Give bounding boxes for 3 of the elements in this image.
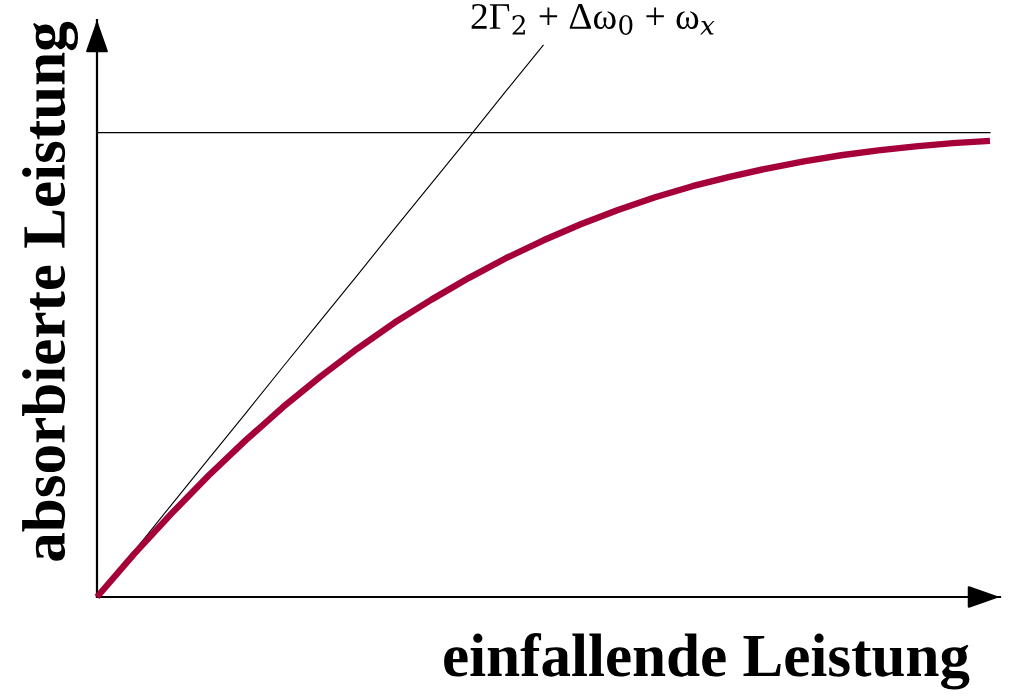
x-axis-title: einfallende Leistung [444, 633, 970, 690]
text: 2Γ$_{2}$ + Δω$_{0}$ + ω$_{x}$ [471, 3, 715, 35]
y-axis-title: absorbierte Leistung [22, 21, 78, 561]
